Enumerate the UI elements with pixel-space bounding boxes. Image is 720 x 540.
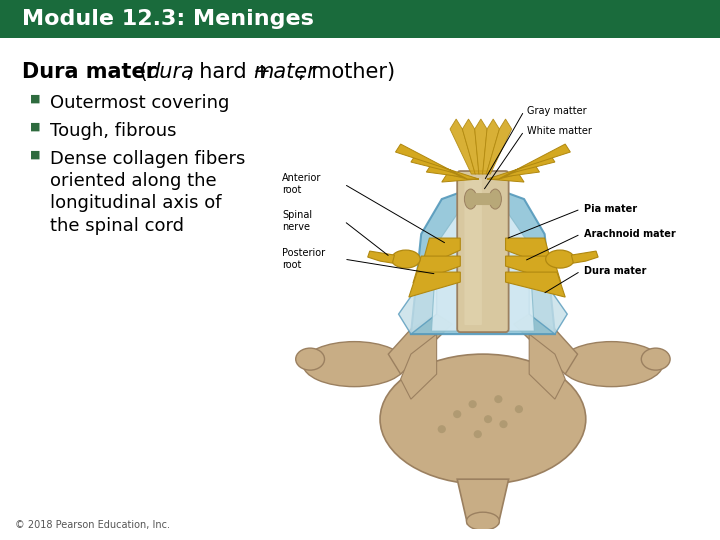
Text: Pia mater: Pia mater bbox=[584, 204, 636, 214]
Text: , hard +: , hard + bbox=[186, 62, 277, 82]
Polygon shape bbox=[411, 154, 479, 179]
Polygon shape bbox=[421, 238, 460, 268]
Text: Dura mater: Dura mater bbox=[22, 62, 156, 82]
Polygon shape bbox=[368, 251, 395, 263]
Polygon shape bbox=[431, 204, 534, 331]
Polygon shape bbox=[457, 219, 508, 329]
Ellipse shape bbox=[467, 512, 500, 530]
Circle shape bbox=[494, 395, 503, 403]
Polygon shape bbox=[442, 174, 479, 182]
Polygon shape bbox=[572, 251, 598, 263]
Polygon shape bbox=[505, 256, 561, 283]
Ellipse shape bbox=[380, 354, 586, 484]
Polygon shape bbox=[413, 256, 460, 283]
Circle shape bbox=[515, 405, 523, 413]
Text: Posterior
root: Posterior root bbox=[282, 248, 325, 270]
Ellipse shape bbox=[489, 189, 501, 209]
Text: © 2018 Pearson Education, Inc.: © 2018 Pearson Education, Inc. bbox=[15, 520, 170, 530]
Circle shape bbox=[438, 425, 446, 433]
Text: Anterior
root: Anterior root bbox=[282, 173, 322, 195]
Polygon shape bbox=[514, 314, 577, 374]
Text: Dense collagen fibers
oriented along the
longitudinal axis of
the spinal cord: Dense collagen fibers oriented along the… bbox=[50, 150, 246, 234]
Polygon shape bbox=[487, 164, 539, 179]
Circle shape bbox=[453, 410, 462, 418]
Polygon shape bbox=[399, 269, 436, 334]
Polygon shape bbox=[486, 119, 512, 174]
Polygon shape bbox=[400, 334, 436, 399]
Ellipse shape bbox=[303, 342, 406, 387]
Polygon shape bbox=[450, 119, 475, 174]
Text: Module 12.3: Meninges: Module 12.3: Meninges bbox=[22, 9, 314, 29]
Polygon shape bbox=[395, 144, 479, 179]
Polygon shape bbox=[411, 184, 555, 334]
Ellipse shape bbox=[392, 250, 420, 268]
Text: Dura mater: Dura mater bbox=[584, 266, 646, 276]
Ellipse shape bbox=[642, 348, 670, 370]
Polygon shape bbox=[482, 119, 500, 174]
Polygon shape bbox=[529, 269, 567, 334]
Ellipse shape bbox=[546, 250, 575, 268]
Polygon shape bbox=[529, 334, 565, 399]
Polygon shape bbox=[487, 144, 570, 179]
Polygon shape bbox=[487, 174, 524, 182]
FancyBboxPatch shape bbox=[457, 171, 508, 332]
Text: White matter: White matter bbox=[527, 126, 592, 136]
Polygon shape bbox=[457, 479, 508, 524]
Circle shape bbox=[469, 400, 477, 408]
Text: Spinal
nerve: Spinal nerve bbox=[282, 210, 312, 232]
Circle shape bbox=[474, 430, 482, 438]
Text: Outermost covering: Outermost covering bbox=[50, 94, 230, 112]
Circle shape bbox=[500, 420, 508, 428]
Circle shape bbox=[484, 415, 492, 423]
Polygon shape bbox=[388, 314, 452, 374]
Polygon shape bbox=[426, 164, 479, 179]
Text: Tough, fibrous: Tough, fibrous bbox=[50, 122, 176, 140]
Text: , mother): , mother) bbox=[298, 62, 395, 82]
Text: Gray matter: Gray matter bbox=[527, 106, 587, 116]
Ellipse shape bbox=[464, 189, 477, 209]
Ellipse shape bbox=[296, 348, 325, 370]
Text: ■: ■ bbox=[30, 150, 40, 160]
Polygon shape bbox=[505, 272, 565, 297]
Ellipse shape bbox=[560, 342, 663, 387]
Polygon shape bbox=[409, 272, 460, 297]
Polygon shape bbox=[487, 154, 555, 179]
Text: (: ( bbox=[133, 62, 148, 82]
Polygon shape bbox=[474, 119, 487, 174]
Text: ■: ■ bbox=[30, 94, 40, 104]
FancyBboxPatch shape bbox=[474, 193, 491, 205]
Polygon shape bbox=[505, 238, 553, 268]
Text: Arachnoid mater: Arachnoid mater bbox=[584, 229, 675, 239]
FancyBboxPatch shape bbox=[464, 178, 482, 325]
Polygon shape bbox=[462, 119, 480, 174]
Text: mater: mater bbox=[253, 62, 316, 82]
FancyBboxPatch shape bbox=[0, 0, 720, 38]
Text: dura: dura bbox=[146, 62, 194, 82]
Text: ■: ■ bbox=[30, 122, 40, 132]
